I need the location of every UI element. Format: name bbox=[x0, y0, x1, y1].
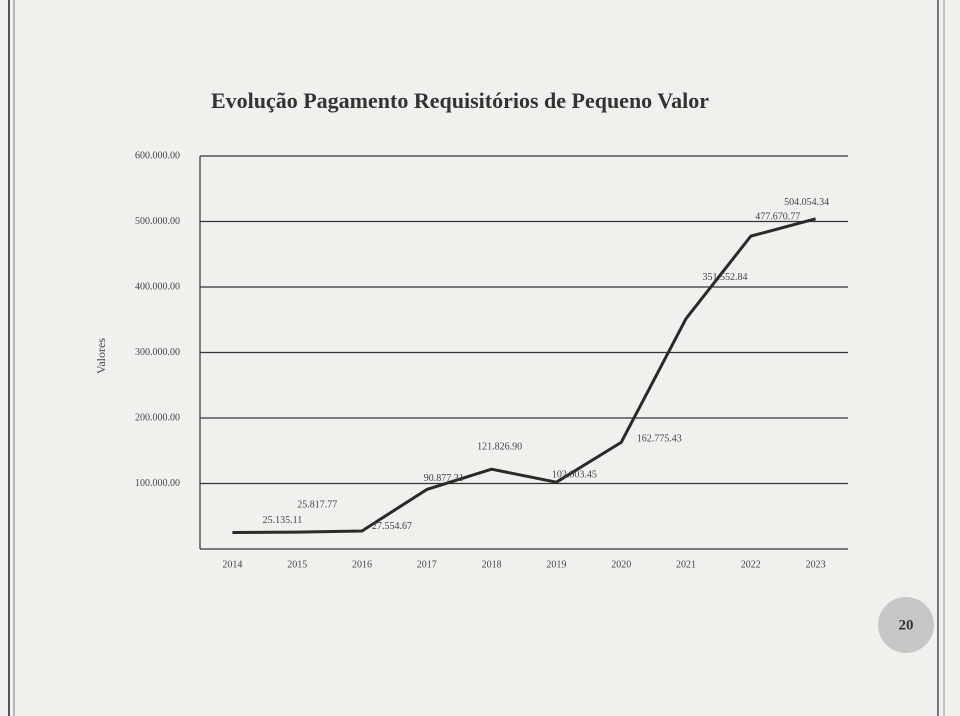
y-tick-label: 200.000.00 bbox=[135, 412, 180, 423]
data-label: 90.877.31 bbox=[424, 473, 464, 484]
x-tick-label: 2016 bbox=[352, 559, 372, 570]
chart-title: Evolução Pagamento Requisitórios de Pequ… bbox=[210, 88, 710, 113]
page-number: 20 bbox=[899, 617, 914, 633]
y-tick-label: 400.000.00 bbox=[135, 281, 180, 292]
y-tick-label: 500.000.00 bbox=[135, 216, 180, 227]
x-tick-label: 2017 bbox=[417, 559, 437, 570]
x-tick-label: 2018 bbox=[482, 559, 502, 570]
data-label: 351.552.84 bbox=[703, 272, 748, 283]
x-tick-label: 2015 bbox=[287, 559, 307, 570]
x-tick-label: 2022 bbox=[741, 559, 761, 570]
data-label: 25.135.11 bbox=[263, 515, 303, 526]
y-tick-label: 600.000.00 bbox=[135, 150, 180, 161]
data-line bbox=[232, 217, 816, 535]
data-label: 162.775.43 bbox=[637, 434, 682, 445]
data-label: 25.817.77 bbox=[297, 499, 337, 510]
data-label: 121.826.90 bbox=[477, 442, 522, 453]
x-tick-label: 2014 bbox=[222, 559, 242, 570]
x-tick-label: 2019 bbox=[546, 559, 566, 570]
data-label: 27.554.67 bbox=[372, 521, 412, 532]
y-tick-label: 300.000.00 bbox=[135, 347, 180, 358]
x-tick-label: 2023 bbox=[806, 559, 826, 570]
y-axis-title: Valores bbox=[94, 338, 108, 374]
data-label: 504.054.34 bbox=[784, 197, 829, 208]
page-number-badge bbox=[878, 597, 934, 653]
y-tick-label: 100.000.00 bbox=[135, 478, 180, 489]
data-label: 477.670.77 bbox=[755, 211, 800, 222]
data-label: 102.003.45 bbox=[552, 469, 597, 480]
x-tick-label: 2021 bbox=[676, 559, 696, 570]
x-tick-label: 2020 bbox=[611, 559, 631, 570]
